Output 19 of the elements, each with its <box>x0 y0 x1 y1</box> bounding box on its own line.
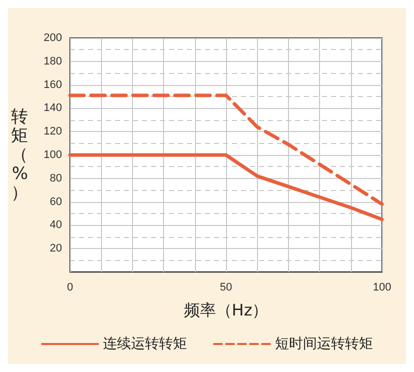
x-tick-label: 0 <box>66 282 74 294</box>
y-tick-label: 20 <box>50 242 62 255</box>
line-series <box>68 94 384 206</box>
y-tick-label: 160 <box>44 78 62 91</box>
y-tick-label: 100 <box>44 149 62 161</box>
y-tick-label: 40 <box>50 219 62 232</box>
x-tick-label: 100 <box>372 282 392 294</box>
y-tick-label: 200 <box>44 32 62 44</box>
y-tick-label: 140 <box>44 102 62 114</box>
y-axis-title: 转矩（%） <box>11 107 28 203</box>
y-tick-label: 180 <box>44 55 62 68</box>
legend-label: 连续运转转矩 <box>103 336 187 352</box>
y-tick-label: 60 <box>50 196 62 208</box>
legend-label: 短时间运转转矩 <box>275 336 373 352</box>
y-tick-label: 80 <box>50 172 62 184</box>
x-axis-title: 频率（Hz） <box>184 300 268 320</box>
x-tick-label: 50 <box>220 282 232 294</box>
y-tick-label: 120 <box>44 126 62 138</box>
line-series <box>68 153 384 222</box>
